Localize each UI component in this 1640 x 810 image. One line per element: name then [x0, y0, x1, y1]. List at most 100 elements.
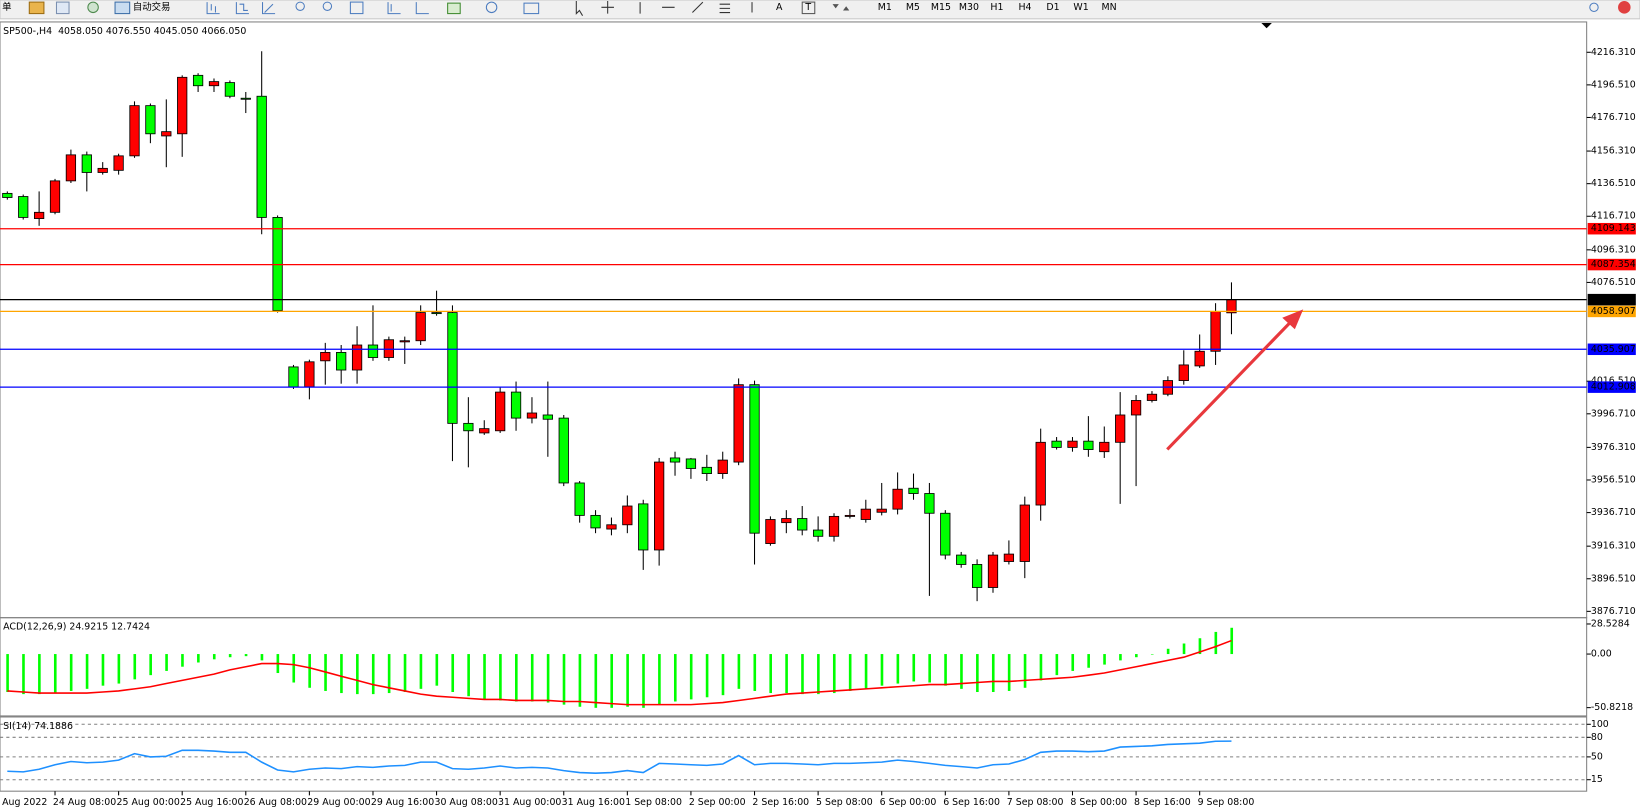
- icon[interactable]: [206, 2, 220, 15]
- x-tick-label: 2 Sep 16:00: [752, 797, 809, 808]
- candle-body: [208, 81, 220, 87]
- y-tick-label: 3976.310: [1591, 442, 1636, 453]
- y-tick-label: 0.00: [1591, 649, 1612, 660]
- candle-body: [1051, 440, 1062, 448]
- candle-body: [1130, 400, 1142, 416]
- icon[interactable]: [322, 1, 333, 11]
- candle-body: [288, 366, 299, 388]
- histogram-bar: [1103, 654, 1106, 665]
- icon[interactable]: [485, 1, 498, 14]
- histogram-bar: [769, 654, 772, 694]
- icon[interactable]: [387, 2, 401, 15]
- histogram-bar: [1182, 643, 1186, 655]
- candle-body: [844, 514, 856, 517]
- candle-body: [65, 154, 77, 182]
- histogram-bar: [467, 654, 470, 697]
- histogram-bar: [117, 654, 121, 684]
- y-tick-label: 4116.710: [1591, 211, 1636, 222]
- series-line: [7, 740, 1232, 774]
- x-tick-label: 8 Sep 16:00: [1134, 797, 1191, 808]
- timeframe-button[interactable]: D1: [1046, 2, 1059, 13]
- histogram-bar: [308, 654, 311, 688]
- price-label: 4109.143: [1591, 223, 1636, 234]
- order-tab[interactable]: 单: [2, 1, 11, 13]
- candle-body: [828, 515, 840, 537]
- icon[interactable]: [832, 4, 850, 11]
- candle-body: [685, 458, 697, 469]
- histogram-bar: [387, 654, 391, 694]
- candle-body: [129, 105, 140, 157]
- candle-body: [399, 340, 410, 343]
- candle-body: [733, 384, 744, 463]
- icon[interactable]: [55, 1, 70, 15]
- x-tick-label: Aug 2022: [2, 797, 47, 808]
- icon[interactable]: [447, 2, 461, 15]
- timeframe-button[interactable]: H4: [1018, 2, 1031, 13]
- icon[interactable]: [87, 1, 99, 14]
- timeframe-button[interactable]: W1: [1073, 2, 1088, 13]
- candle-body: [526, 412, 538, 419]
- histogram-bar: [896, 654, 900, 684]
- icon[interactable]: [262, 2, 276, 15]
- timeframe-button[interactable]: MN: [1102, 2, 1117, 13]
- icon[interactable]: [801, 1, 816, 15]
- histogram-bar: [912, 654, 916, 682]
- timeframe-button[interactable]: M5: [906, 2, 920, 13]
- rsi-frame: [0, 716, 1588, 792]
- timeframes: M1 M5 M15 M30 H1 H4 D1 W1 MN: [878, 2, 1117, 13]
- icon[interactable]: [575, 1, 753, 16]
- panel-title: SI(14) 74.1886: [3, 721, 73, 732]
- candle-body: [415, 312, 426, 342]
- histogram-bar: [1071, 654, 1075, 671]
- label-tool[interactable]: T: [804, 2, 811, 13]
- timeframe-button[interactable]: H1: [990, 2, 1003, 13]
- candle-body: [1115, 414, 1126, 443]
- y-tick-label: 15: [1591, 774, 1603, 785]
- text-tool[interactable]: A: [776, 2, 783, 13]
- auto-trading[interactable]: 自动交易: [133, 1, 171, 13]
- arrow-shaft: [1166, 318, 1294, 451]
- histogram-bar: [260, 654, 264, 661]
- candle-body: [33, 211, 45, 219]
- histogram-bar: [483, 654, 486, 700]
- y-tick-label: 100: [1591, 719, 1609, 730]
- series-line: [7, 639, 1232, 706]
- candle-body: [940, 512, 951, 556]
- histogram-bar: [419, 654, 423, 689]
- icon[interactable]: [295, 1, 305, 11]
- icon[interactable]: [523, 2, 540, 15]
- candle-body: [892, 488, 903, 510]
- price-label: 4058.907: [1591, 306, 1636, 317]
- timeframe-button[interactable]: M15: [931, 2, 951, 13]
- price-label: 4087.354: [1591, 259, 1636, 270]
- histogram-bar: [864, 654, 868, 689]
- histogram-bar: [610, 654, 614, 708]
- icon[interactable]: [114, 1, 131, 15]
- timeframe-button[interactable]: M1: [878, 2, 892, 13]
- candle-body: [542, 414, 553, 420]
- icon[interactable]: [235, 2, 249, 15]
- y-tick-label: 4136.510: [1591, 178, 1636, 189]
- candle-body: [654, 461, 665, 551]
- histogram-bar: [944, 654, 947, 686]
- histogram-bar: [1135, 654, 1138, 658]
- alert-icon[interactable]: [1618, 1, 1631, 14]
- candle-body: [510, 391, 522, 419]
- y-tick-label: 4016.510: [1591, 376, 1636, 387]
- y-tick-label: -50.8218: [1591, 702, 1633, 713]
- histogram-bar: [1023, 654, 1027, 688]
- histogram-bar: [546, 654, 550, 703]
- candle-body: [2, 192, 13, 198]
- search-icon[interactable]: [1589, 2, 1599, 13]
- candle-body: [1099, 441, 1110, 453]
- icon[interactable]: [349, 1, 364, 15]
- histogram-bar: [1119, 654, 1122, 661]
- macd-frame: [0, 617, 1588, 717]
- histogram-bar: [976, 654, 979, 693]
- icon[interactable]: [415, 2, 429, 15]
- icon[interactable]: [28, 1, 45, 15]
- timeframe-button[interactable]: M30: [959, 2, 979, 13]
- histogram-bar: [1039, 654, 1043, 681]
